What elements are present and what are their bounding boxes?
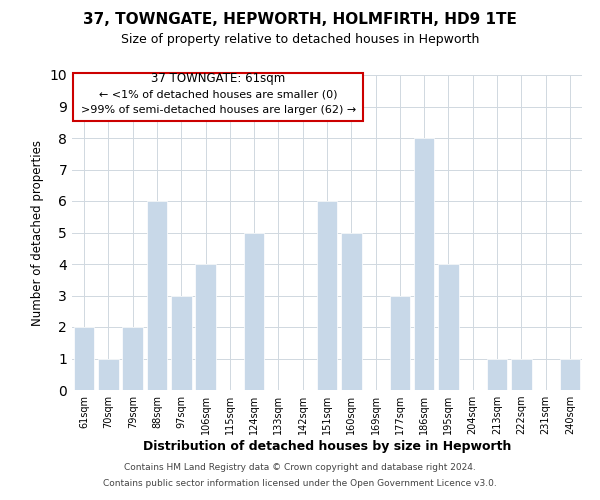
- Bar: [438, 264, 459, 390]
- Text: Contains HM Land Registry data © Crown copyright and database right 2024.: Contains HM Land Registry data © Crown c…: [124, 464, 476, 472]
- Y-axis label: Number of detached properties: Number of detached properties: [31, 140, 44, 326]
- Text: ← <1% of detached houses are smaller (0): ← <1% of detached houses are smaller (0): [99, 90, 338, 100]
- Text: Size of property relative to detached houses in Hepworth: Size of property relative to detached ho…: [121, 32, 479, 46]
- Bar: [414, 138, 434, 390]
- Bar: [74, 327, 94, 390]
- Bar: [98, 358, 119, 390]
- Bar: [487, 358, 508, 390]
- Bar: [195, 264, 216, 390]
- Text: Contains public sector information licensed under the Open Government Licence v3: Contains public sector information licen…: [103, 478, 497, 488]
- Text: >99% of semi-detached houses are larger (62) →: >99% of semi-detached houses are larger …: [80, 106, 356, 116]
- Bar: [341, 232, 362, 390]
- Bar: [389, 296, 410, 390]
- Bar: [560, 358, 580, 390]
- Bar: [244, 232, 265, 390]
- X-axis label: Distribution of detached houses by size in Hepworth: Distribution of detached houses by size …: [143, 440, 511, 453]
- Bar: [317, 201, 337, 390]
- FancyBboxPatch shape: [73, 74, 364, 120]
- Text: 37, TOWNGATE, HEPWORTH, HOLMFIRTH, HD9 1TE: 37, TOWNGATE, HEPWORTH, HOLMFIRTH, HD9 1…: [83, 12, 517, 28]
- Bar: [511, 358, 532, 390]
- Bar: [171, 296, 191, 390]
- Bar: [146, 201, 167, 390]
- Text: 37 TOWNGATE: 61sqm: 37 TOWNGATE: 61sqm: [151, 72, 286, 86]
- Bar: [122, 327, 143, 390]
